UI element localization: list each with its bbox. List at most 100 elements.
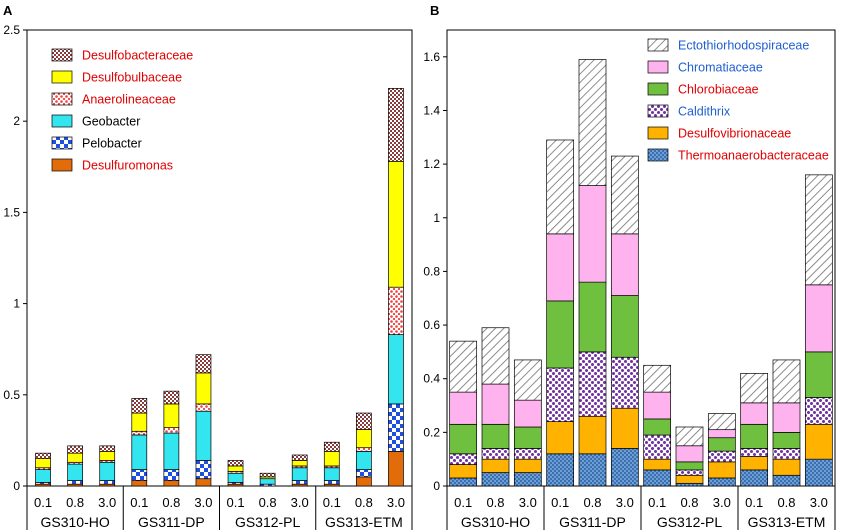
panel-b-bar-caldithrix xyxy=(740,448,769,457)
panel-b-bar-chlorobiaceae xyxy=(449,423,478,455)
panel-a-bar-desulfobulbaceae xyxy=(388,160,404,288)
panel-a-y-tick-label: 0.5 xyxy=(3,388,20,402)
panel-b-legend-swatch-ectothiorhodospiraceae xyxy=(647,38,669,52)
panel-b-bar-thermoanaerobacteraceae xyxy=(546,453,575,487)
panel-b-category-label: 3.0 xyxy=(519,495,537,510)
panel-a-category-label: 0.1 xyxy=(130,495,148,510)
panel-b-bar-caldithrix xyxy=(578,351,607,417)
panel-a-bar-pelobacter xyxy=(195,460,212,480)
panel-b-bar-desulfovibrionaceae xyxy=(772,458,801,476)
panel-a-bar-desulfobulbaceae xyxy=(67,452,83,463)
panel-a-bar-anaerolineaceae xyxy=(163,427,180,434)
panel-b-bar-ectothiorhodospiraceae xyxy=(675,426,704,447)
panel-b-bar-chromatiaceae xyxy=(707,429,736,439)
panel-b-bar-chromatiaceae xyxy=(513,399,542,428)
panel-a-bar-desulfobacteraceae xyxy=(131,398,148,414)
panel-a-y-tick-label: 2.5 xyxy=(3,23,20,37)
panel-a-bar-desulfobulbaceae xyxy=(99,450,116,461)
panel-b-category-label: 0.8 xyxy=(486,495,504,510)
panel-b-y-tick-label: 0.2 xyxy=(423,425,440,439)
panel-a-category-label: 0.8 xyxy=(66,495,84,510)
panel-b-bar-ectothiorhodospiraceae xyxy=(740,372,769,404)
panel-b-bar-desulfovibrionaceae xyxy=(643,458,672,471)
panel-a-bar-geobacter xyxy=(356,450,372,470)
panel-a-category-label: 3.0 xyxy=(291,495,309,510)
panel-a-bar-pelobacter xyxy=(388,403,404,452)
panel-b-bar-desulfovibrionaceae xyxy=(513,458,542,473)
panel-b-letter: B xyxy=(430,3,439,18)
panel-b-legend-swatch-desulfovibrionaceae xyxy=(647,126,669,140)
panel-b-legend-swatch-chromatiaceae xyxy=(647,60,669,74)
panel-a-category-label: 0.8 xyxy=(259,495,277,510)
panel-b-bar-caldithrix xyxy=(772,448,801,460)
panel-a-legend-label-desulfobacteraceae: Desulfobacteraceae xyxy=(82,49,193,63)
panel-b-legend-label-chromatiaceae: Chromatiaceae xyxy=(678,61,763,75)
panel-a-y-tick-label: 1 xyxy=(13,297,20,311)
panel-a-bar-pelobacter xyxy=(323,480,340,485)
panel-b-category-label: 0.8 xyxy=(583,495,601,510)
panel-b-bar-chlorobiaceae xyxy=(804,351,833,398)
panel-b-bar-ectothiorhodospiraceae xyxy=(610,155,639,235)
panel-b-bar-desulfovibrionaceae xyxy=(610,407,639,449)
panel-a-bar-geobacter xyxy=(67,463,83,481)
panel-b-category-label: 0.8 xyxy=(680,495,698,510)
panel-b-bar-thermoanaerobacteraceae xyxy=(643,469,672,487)
panel-a-bar-desulfobulbaceae xyxy=(131,412,148,432)
panel-b-bar-desulfovibrionaceae xyxy=(740,456,769,471)
panel-a-bar-pelobacter xyxy=(131,469,148,481)
panel-a-bar-pelobacter xyxy=(291,480,308,485)
panel-a-bar-desulfobacteraceae xyxy=(99,445,116,452)
panel-b-bar-thermoanaerobacteraceae xyxy=(707,477,736,487)
panel-b-bar-chlorobiaceae xyxy=(546,300,575,369)
panel-a-y-tick-label: 2 xyxy=(13,114,20,128)
panel-b-bar-chlorobiaceae xyxy=(740,423,769,449)
panel-b-y-tick-label: 0.8 xyxy=(423,264,440,278)
panel-a-bar-desulfobulbaceae xyxy=(291,460,308,467)
panel-b-bar-thermoanaerobacteraceae xyxy=(513,472,542,487)
panel-b-bar-chromatiaceae xyxy=(643,391,672,420)
panel-a-bar-pelobacter xyxy=(163,469,180,481)
panel-a-bar-geobacter xyxy=(99,461,116,481)
panel-a-legend-label-geobacter: Geobacter xyxy=(82,115,140,129)
panel-a-bar-desulfobacteraceae xyxy=(227,460,244,467)
chart-panel-b: 0 0.2 0.4 0.6 0.8 1 1.2 1.4 1.6 0.1 0.8 3.0 0.1 0.8 3.… xyxy=(423,29,836,530)
panel-a-bar-anaerolineaceae xyxy=(356,447,372,452)
panel-b-bar-desulfovibrionaceae xyxy=(449,464,478,479)
panel-a-bar-anaerolineaceae xyxy=(195,403,212,412)
panel-b-bar-caldithrix xyxy=(675,469,704,476)
chart-panel-a: 0 0.5 1 1.5 2 2.5 0.1 0.8 3.0 0.1 0.8 3.0 0.1 0.8 3.0 0… xyxy=(3,23,413,530)
panel-b-legend-label-thermoanaerobacteraceae: Thermoanaerobacteraceae xyxy=(678,149,829,163)
panel-a-category-label: 3.0 xyxy=(98,495,116,510)
panel-a-category-label: 3.0 xyxy=(194,495,212,510)
panel-b-category-label: 3.0 xyxy=(713,495,731,510)
panel-b-y-tick-label: 1.2 xyxy=(423,157,440,171)
panel-a-group-label-gs310-ho: GS310-HO xyxy=(41,514,110,530)
panel-b-category-label: 3.0 xyxy=(616,495,634,510)
panel-a-bar-geobacter xyxy=(388,334,404,405)
panel-b-legend-label-desulfovibrionaceae: Desulfovibrionaceae xyxy=(678,127,791,141)
panel-b-group-label-gs313-etm: GS313-ETM xyxy=(748,514,826,530)
panel-b-bar-chlorobiaceae xyxy=(513,426,542,449)
panel-b-bar-thermoanaerobacteraceae xyxy=(578,453,607,487)
panel-a-bar-anaerolineaceae xyxy=(131,430,148,436)
panel-a-category-label: 0.1 xyxy=(323,495,341,510)
panel-b-bar-thermoanaerobacteraceae xyxy=(610,448,639,487)
panel-a-legend-swatch-anaerolineaceae xyxy=(51,92,73,106)
panel-b-bar-thermoanaerobacteraceae xyxy=(772,474,801,487)
panel-b-bar-desulfovibrionaceae xyxy=(675,474,704,484)
panel-a-legend-label-desulfuromonas: Desulfuromonas xyxy=(82,159,173,173)
panel-b-y-tick-label: 1.4 xyxy=(423,103,440,117)
panel-a-group-label-gs312-pl: GS312-PL xyxy=(235,514,301,530)
panel-a-bar-desulfobulbaceae xyxy=(195,372,212,405)
panel-a-bar-desulfuromonas xyxy=(195,478,212,487)
panel-b-legend-label-chlorobiaceae: Chlorobiaceae xyxy=(678,83,759,97)
panel-a-bar-pelobacter xyxy=(99,480,116,485)
panel-a-bar-desulfobacteraceae xyxy=(356,412,372,430)
panel-b-bar-chromatiaceae xyxy=(481,383,510,425)
panel-a-legend-label-desulfobulbaceae: Desulfobulbaceae xyxy=(82,71,182,85)
panel-b-bar-caldithrix xyxy=(643,434,672,460)
panel-b-bar-ectothiorhodospiraceae xyxy=(513,359,542,401)
panel-a-bar-desulfuromonas xyxy=(131,480,148,487)
panel-b-bar-chlorobiaceae xyxy=(675,461,704,471)
panel-b-legend-swatch-caldithrix xyxy=(647,104,669,118)
